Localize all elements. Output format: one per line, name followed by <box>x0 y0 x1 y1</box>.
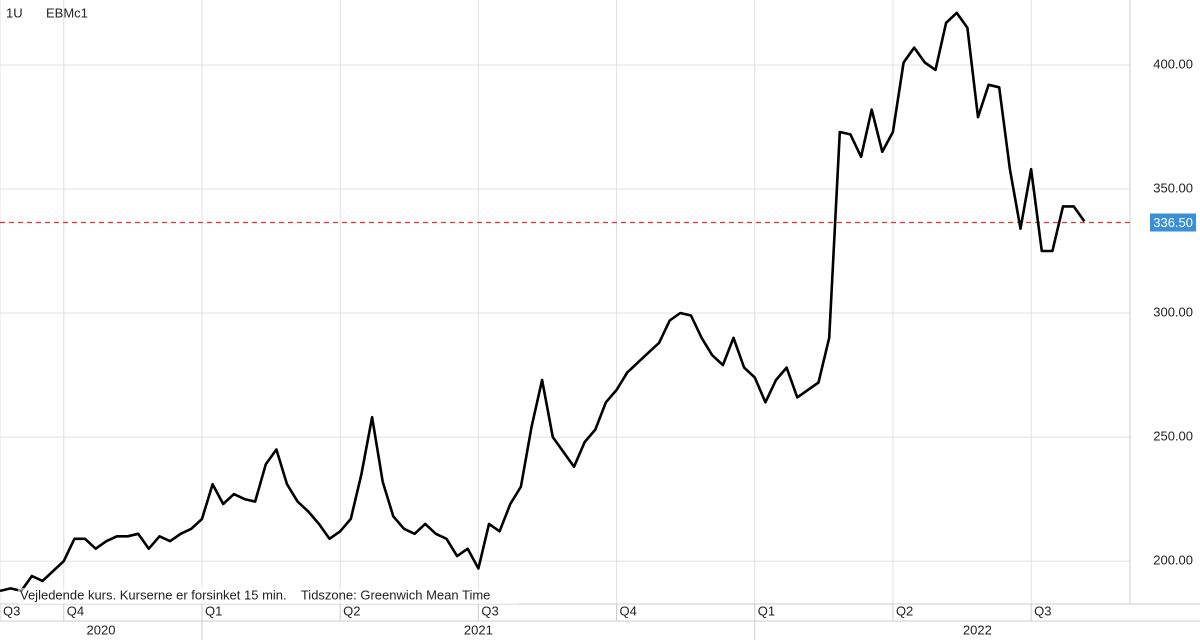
note-bg <box>18 588 518 604</box>
y-tick-label: 250.00 <box>1153 429 1193 444</box>
x-tick-label: Q2 <box>896 603 913 618</box>
y-tick-label: 400.00 <box>1153 56 1193 71</box>
x-tick-label: Q3 <box>1034 603 1051 618</box>
x-tick-label: Q3 <box>3 603 20 618</box>
x-tick-label: Q1 <box>205 603 222 618</box>
last-price-box <box>1150 213 1196 232</box>
last-price-label: 336.50 <box>1153 215 1193 230</box>
y-tick-label: 300.00 <box>1153 304 1193 319</box>
year-label: 2020 <box>87 622 116 637</box>
price-line <box>0 11 1086 593</box>
y-tick-label: 350.00 <box>1153 180 1193 195</box>
x-tick-label: Q1 <box>758 603 775 618</box>
y-tick-label: 200.00 <box>1153 553 1193 568</box>
year-label: 2021 <box>464 622 493 637</box>
x-tick-label: Q2 <box>343 603 360 618</box>
x-tick-label: Q3 <box>481 603 498 618</box>
x-tick-label: Q4 <box>67 603 84 618</box>
year-label: 2022 <box>963 622 992 637</box>
interval: 1U <box>6 5 23 20</box>
note: Vejledende kurs. Kurserne er forsinket 1… <box>20 587 490 602</box>
x-tick-label: Q4 <box>620 603 637 618</box>
symbol: EBMc1 <box>46 5 88 20</box>
